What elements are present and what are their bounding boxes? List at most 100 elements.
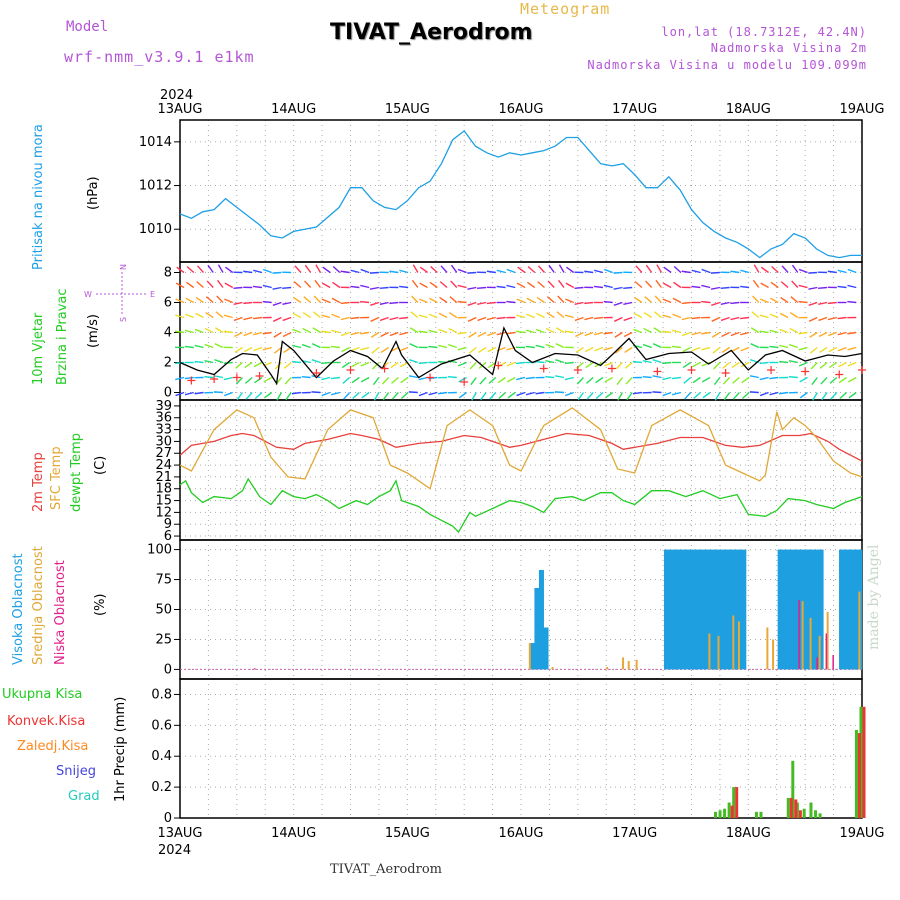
wind-arrow [175,391,185,397]
wind-arrow [262,331,272,335]
wind-arrow [594,269,604,274]
wind-arrow [330,345,340,349]
cloud-bar-0 [727,549,733,670]
wind-arrow [382,392,390,401]
wind-arrow [827,270,837,274]
wind-arrow [662,330,672,334]
cloud-bar-0 [732,549,738,670]
wind-arrow [343,392,351,400]
wind-arrow [480,392,487,401]
wind-arrow [720,286,730,289]
wind-arrow [253,269,263,274]
wind-arrow [662,361,672,365]
wind-arrow [603,331,613,335]
wind-arrow [684,392,692,400]
wind-arrow [692,376,701,384]
wind-arrow [819,346,828,353]
wind-arrow [760,266,769,274]
wind-arrow [477,331,487,338]
wind-arrow [577,392,585,401]
time-label-bottom: 17AUG [612,826,657,841]
wind-arrow [194,344,204,349]
pressure-ytick-label: 1014 [139,135,172,150]
time-label-top: 14AUG [271,102,316,117]
wind-arrow [564,330,574,334]
wind-arrow [470,377,477,386]
wind-arrow [204,376,214,379]
wind-arrow [525,391,535,396]
wind-arrow [585,376,594,384]
wind-arrow [450,280,458,288]
time-label-top: 13AUG [157,102,202,117]
wind-arrow [506,300,516,304]
wind-arrow [614,346,623,354]
cloud-bar-0 [704,549,710,670]
wind-arrow [837,346,847,352]
precip-bar-0 [818,813,822,818]
wind-arrow [691,331,701,336]
altitude-text: Nadmorska Visina 2m [710,41,867,55]
wind-arrow [820,377,828,385]
wind-arrow [216,279,224,288]
wind-arrow [214,375,224,379]
wind-arrow [749,375,759,379]
wind-speed-line [179,326,863,386]
wind-arrow [206,280,214,288]
cloud-bar-1 [858,591,861,670]
cloud-bar-0 [777,549,783,670]
wind-arrow [205,296,214,304]
wind-arrow [243,270,253,274]
wind-arrow [467,286,477,290]
wind-arrow [809,346,818,354]
wind-arrow [847,284,857,289]
wind-arrow [361,391,370,399]
wind-arrow [186,265,195,274]
wind-arrow [457,268,467,274]
legend-snow: Snijeg [56,764,96,779]
cloud-bar-0 [843,549,849,670]
cloud-bar-0 [786,549,792,670]
wind-arrow [771,265,779,274]
wind-arrow [331,313,341,319]
wind-arrow [791,264,799,273]
wind-arrow [701,346,711,351]
wind-arrow [633,328,643,334]
wind-arrow [740,361,750,368]
compass-s: S [119,317,128,322]
wind-arrow [225,266,234,274]
wind-ytick-label: 4 [164,326,172,341]
wind-arrow [779,328,789,334]
wind-arrow [322,266,331,274]
wind-arrow [740,269,750,274]
wind-arrow [837,331,847,336]
wind-arrow [584,346,594,353]
wind-arrow [321,376,331,381]
high-cloud-label: Visoka Oblacnost [11,553,26,665]
wind-arrow [224,391,233,397]
wind-arrow [616,377,623,386]
cloud-bar-0 [663,549,669,670]
wind-arrow [691,269,701,274]
wind-arrow [263,376,273,383]
wind-arrow [360,284,370,289]
wind-arrow [603,284,613,289]
wind-arrow [244,376,253,384]
wind-arrow [409,343,419,349]
wind-gust-marker [767,366,776,374]
wind-arrow [546,296,555,304]
wind-arrow [391,392,399,400]
wind-gust-marker [232,373,241,382]
wind-arrow [486,316,496,321]
wind-arrow [418,298,428,304]
wind-arrow [516,376,526,381]
wind-arrow [399,269,409,274]
wind-arrow [623,286,633,289]
cloud-bar-0 [848,549,854,670]
wind-arrow [389,301,399,305]
wind-arrow [790,296,799,304]
wind-arrow [291,360,301,364]
wind-ytick-label: 6 [164,296,172,311]
wind-arrow [781,265,789,273]
wind-arrow [223,376,233,381]
wind-arrow [245,392,253,400]
